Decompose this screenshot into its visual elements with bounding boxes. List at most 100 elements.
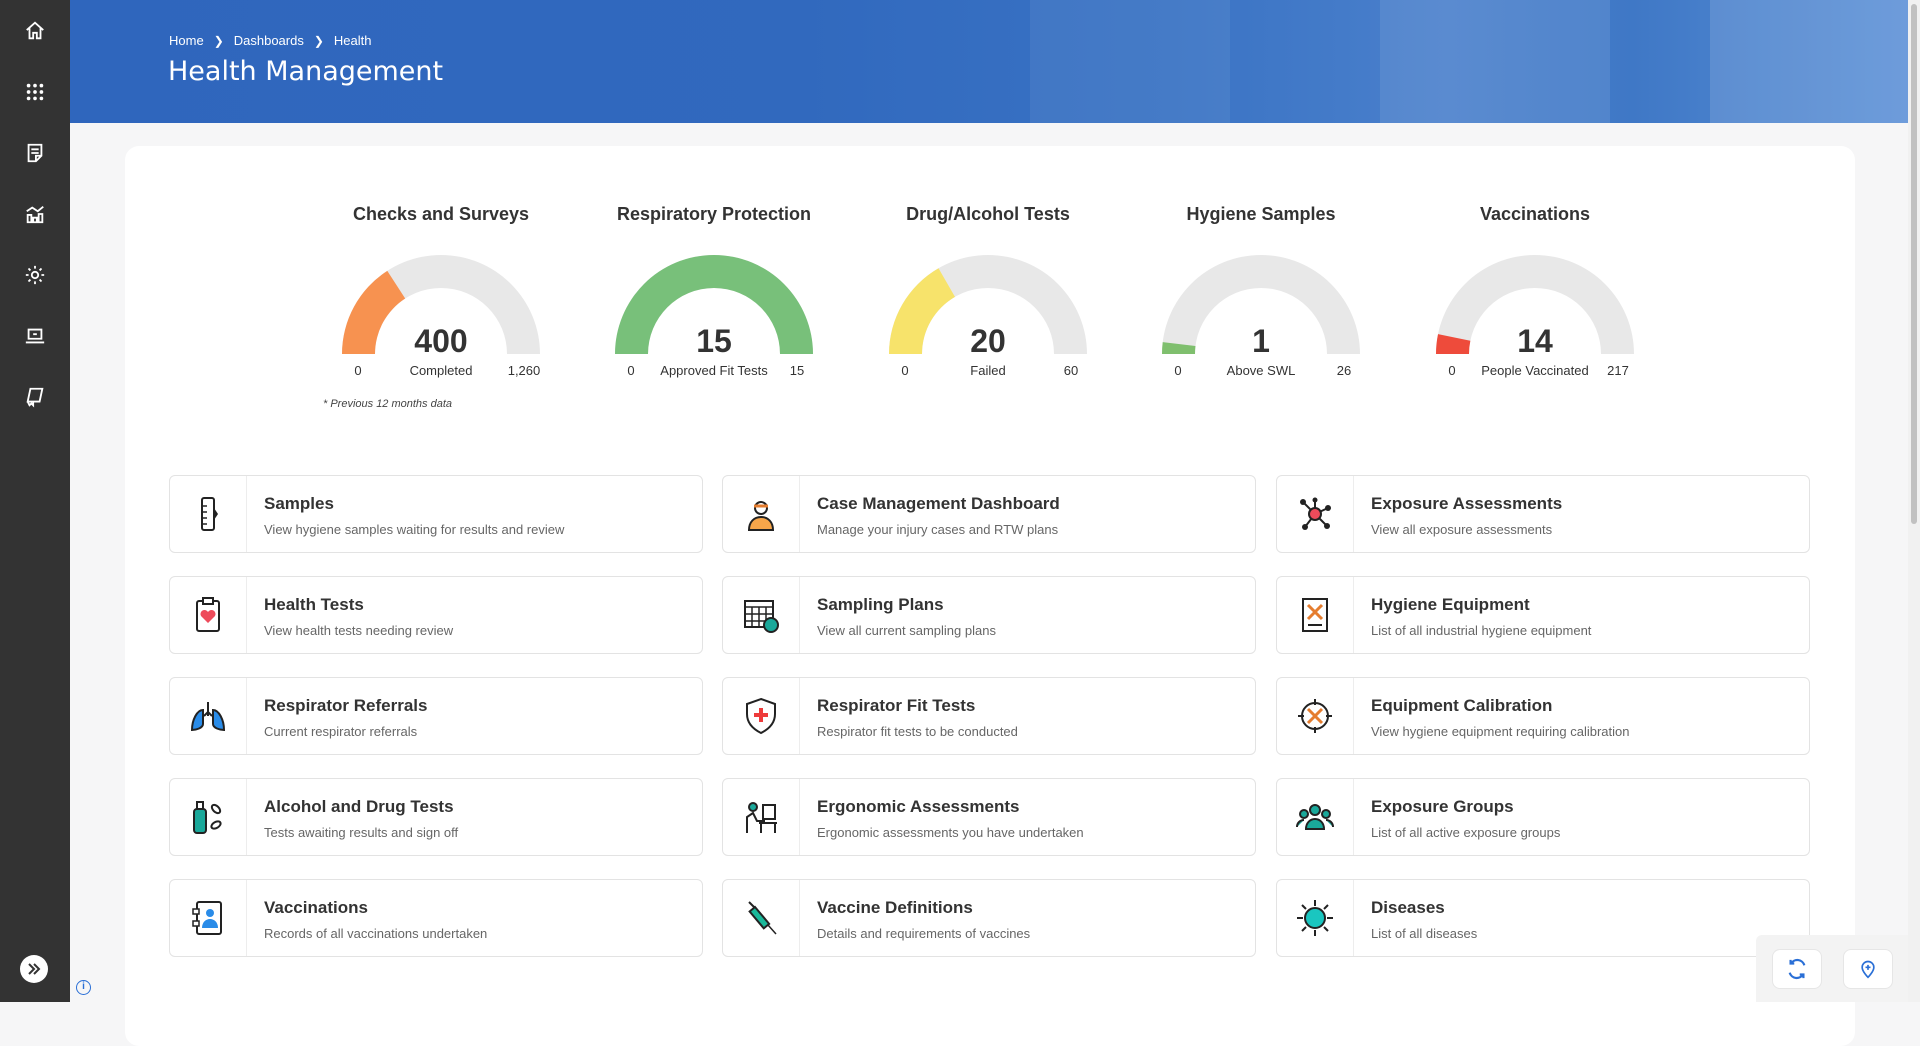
card-vaccine-definitions[interactable]: Vaccine Definitions Details and requireme… [722, 879, 1256, 957]
gauge-label: Completed [410, 363, 473, 378]
add-location-button[interactable] [1843, 949, 1893, 989]
gauge-2: Drug/Alcohol Tests 20 Failed 0 60 [858, 204, 1118, 382]
card-ergonomic-assessments[interactable]: Ergonomic Assessments Ergonomic assessmen… [722, 778, 1256, 856]
card-exposure-assessments[interactable]: Exposure Assessments View all exposure as… [1276, 475, 1810, 553]
gauge-min: 0 [1448, 363, 1455, 378]
gauge-chart: 400 Completed 0 1,260 [342, 255, 541, 378]
gauge-max: 15 [790, 363, 804, 378]
card-icon-cell [1277, 779, 1354, 855]
card-respirator-referrals[interactable]: Respirator Referrals Current respirator r… [169, 677, 703, 755]
gauge-fill [615, 255, 813, 354]
page-title: Health Management [168, 56, 444, 87]
card-equipment-calibration[interactable]: Equipment Calibration View hygiene equipm… [1276, 677, 1810, 755]
gauge-fill [889, 268, 955, 354]
gauge-min: 0 [627, 363, 634, 378]
card-description: List of all diseases [1371, 926, 1478, 941]
gauge-fill [1436, 334, 1471, 354]
card-title: Diseases [1371, 898, 1445, 917]
card-description: View all current sampling plans [817, 623, 996, 638]
sidebar-item-document[interactable] [20, 138, 50, 168]
gauge-title: Hygiene Samples [1186, 204, 1336, 224]
book-icon [26, 387, 44, 408]
card-title: Vaccine Definitions [817, 898, 973, 917]
gauge-chart: 1 Above SWL 0 26 [1162, 255, 1360, 378]
double-chevron-right-icon [28, 963, 41, 975]
card-hygiene-equipment[interactable]: Hygiene Equipment List of all industrial … [1276, 576, 1810, 654]
card-respirator-fit-tests[interactable]: Respirator Fit Tests Respirator fit tests… [722, 677, 1256, 755]
gauge-min: 0 [901, 363, 908, 378]
apps-grid-icon [26, 83, 44, 101]
card-description: Respirator fit tests to be conducted [817, 724, 1018, 739]
sidebar-item-apps-grid[interactable] [20, 77, 50, 107]
sidebar-item-chart[interactable] [20, 199, 50, 229]
card-description: List of all active exposure groups [1371, 825, 1561, 840]
gauge-fill [1162, 342, 1196, 354]
card-exposure-groups[interactable]: Exposure Groups List of all active exposu… [1276, 778, 1810, 856]
chevron-right-icon: ❯ [213, 33, 224, 48]
card-icon-cell [1277, 577, 1354, 653]
card-alcohol-and-drug-tests[interactable]: Alcohol and Drug Tests Tests awaiting res… [169, 778, 703, 856]
card-description: View all exposure assessments [1371, 522, 1553, 537]
card-title: Equipment Calibration [1371, 696, 1553, 715]
page-header: Home ❯ Dashboards ❯ Health Health Manageme… [70, 0, 1908, 123]
card-icon-cell [723, 577, 800, 653]
card-health-tests[interactable]: Health Tests View health tests needing re… [169, 576, 703, 654]
scrollbar-thumb[interactable] [1911, 4, 1917, 524]
breadcrumb-dashboards[interactable]: Dashboards [233, 33, 304, 48]
card-description: View hygiene samples waiting for results… [264, 522, 565, 537]
gauge-value: 15 [696, 323, 732, 359]
gauge-value: 400 [414, 323, 467, 359]
card-icon-cell [170, 476, 247, 552]
sidebar-item-gear[interactable] [20, 260, 50, 290]
card-icon-cell [170, 678, 247, 754]
card-title: Hygiene Equipment [1371, 595, 1530, 614]
desk-worker-icon [746, 802, 777, 833]
gauge-1: Respiratory Protection 15 Approved Fit Tes… [584, 204, 844, 382]
card-title: Case Management Dashboard [817, 494, 1060, 513]
card-icon-cell [723, 678, 800, 754]
lungs-icon [190, 702, 226, 732]
refresh-button[interactable] [1772, 949, 1822, 989]
gauge-min: 0 [1174, 363, 1181, 378]
gauge-value: 1 [1252, 323, 1270, 359]
card-title: Respirator Referrals [264, 696, 428, 715]
card-case-management-dashboard[interactable]: Case Management Dashboard Manage your inj… [722, 475, 1256, 553]
sidebar-item-home[interactable] [20, 16, 50, 46]
laptop-icon [25, 328, 45, 344]
chevron-right-icon: ❯ [313, 33, 324, 48]
card-description: View hygiene equipment requiring calibra… [1371, 724, 1630, 739]
refresh-icon [1788, 958, 1806, 980]
contact-book-icon [192, 901, 222, 935]
gauge-value: 20 [970, 323, 1006, 359]
sidebar-item-book[interactable] [20, 382, 50, 412]
gauge-title: Checks and Surveys [352, 204, 530, 224]
card-description: View health tests needing review [264, 623, 454, 638]
card-sampling-plans[interactable]: Sampling Plans View all current sampling … [722, 576, 1256, 654]
breadcrumb-home[interactable]: Home [169, 33, 204, 48]
gauge-3: Hygiene Samples 1 Above SWL 0 26 [1131, 204, 1391, 382]
card-title: Exposure Groups [1371, 797, 1514, 816]
card-samples[interactable]: Samples View hygiene samples waiting for … [169, 475, 703, 553]
footnote: * Previous 12 months data [323, 398, 453, 410]
tools-document-icon [1302, 598, 1328, 632]
gauge-0: Checks and Surveys 400 Completed 0 1,260 [311, 204, 571, 382]
card-title: Vaccinations [264, 898, 368, 917]
gauge-label: Above SWL [1227, 363, 1296, 378]
info-icon[interactable]: i [76, 980, 91, 995]
gauge-max: 1,260 [508, 363, 541, 378]
scrollbar[interactable] [1908, 0, 1920, 1002]
gauge-title: Drug/Alcohol Tests [906, 204, 1070, 224]
calibration-icon [1298, 699, 1332, 733]
card-description: Current respirator referrals [264, 724, 418, 739]
expand-sidebar-button[interactable] [20, 955, 48, 983]
card-title: Exposure Assessments [1371, 494, 1563, 513]
card-diseases[interactable]: Diseases List of all diseases [1276, 879, 1810, 957]
worker-icon [747, 501, 775, 531]
card-icon-cell [723, 476, 800, 552]
sidebar-item-laptop[interactable] [20, 321, 50, 351]
test-tube-icon [201, 497, 218, 531]
add-location-icon [1861, 960, 1875, 979]
gauge-chart: 20 Failed 0 60 [889, 255, 1087, 378]
gauge-chart: 14 People Vaccinated 0 217 [1436, 255, 1634, 378]
card-vaccinations[interactable]: Vaccinations Records of all vaccinations … [169, 879, 703, 957]
